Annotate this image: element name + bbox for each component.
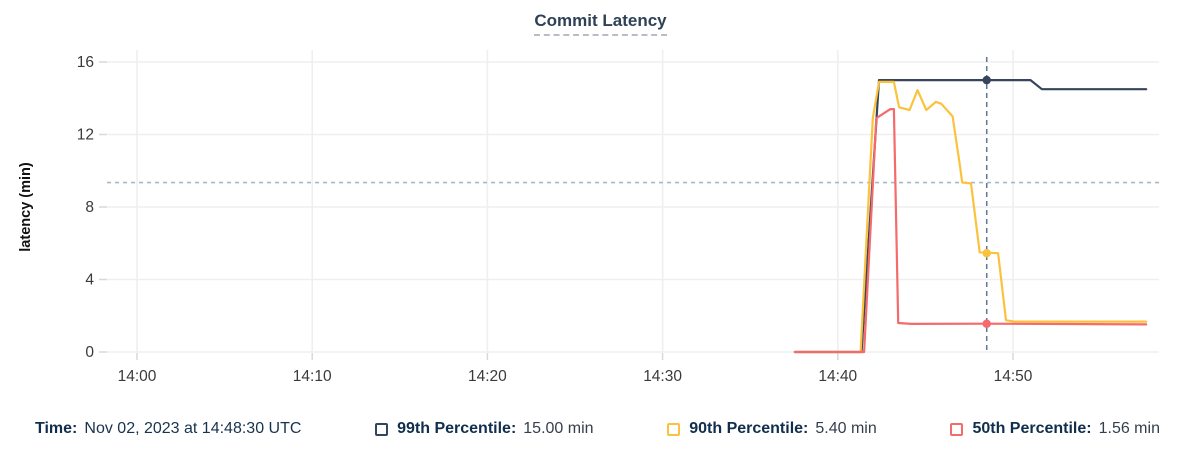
legend-time: Time: Nov 02, 2023 at 14:48:30 UTC [35,420,301,438]
chart-title[interactable]: Commit Latency [534,11,667,36]
legend-value: 15.00 min [523,420,594,437]
y-tick-label: 4 [85,272,94,289]
legend-entry-90th-percentile[interactable]: 90th Percentile: 5.40 min [667,420,877,438]
legend-entry-50th-percentile[interactable]: 50th Percentile: 1.56 min [950,420,1160,438]
legend-time-label: Time: [35,420,78,437]
legend-swatch-50th-icon [950,422,964,436]
x-tick-label: 14:10 [293,368,332,385]
x-tick-label: 14:00 [118,368,157,385]
legend-entry-99th-percentile[interactable]: 99th Percentile: 15.00 min [375,420,594,438]
legend-swatch-99th-icon [375,422,389,436]
cursor-dot-50th-percentile [982,319,991,328]
legend-label: 50th Percentile: [972,420,1092,437]
y-tick-label: 0 [85,344,94,361]
x-tick-label: 14:30 [643,368,682,385]
chart-title-row: Commit Latency [0,11,1201,36]
latency-chart[interactable]: 0 4 8 12 16 14:00 14:10 14:20 14:30 14:40 14:50 lat… [0,0,1201,410]
y-tick-label: 16 [77,54,94,71]
series-90th-percentile[interactable] [793,80,1148,354]
cursor-dot-99th-percentile [982,75,991,85]
legend-swatch-90th-icon [667,422,681,436]
y-axis-label: latency (min) [18,162,34,252]
legend-label: 90th Percentile: [689,420,809,437]
legend-value: 1.56 min [1098,420,1160,437]
series-99th-percentile[interactable] [793,78,1148,354]
series-50th-percentile[interactable] [793,107,1148,354]
x-tick-label: 14:40 [818,368,857,385]
legend-time-value: Nov 02, 2023 at 14:48:30 UTC [84,420,302,437]
legend-label: 99th Percentile: [397,420,517,437]
y-tick-label: 12 [77,127,94,144]
legend-value: 5.40 min [815,420,877,437]
x-tick-label: 14:20 [468,368,507,385]
y-tick-label: 8 [85,199,94,216]
cursor-dot-90th-percentile [982,249,991,258]
chart-legend: Time: Nov 02, 2023 at 14:48:30 UTC 99th … [0,420,1201,438]
x-tick-label: 14:50 [994,368,1033,385]
